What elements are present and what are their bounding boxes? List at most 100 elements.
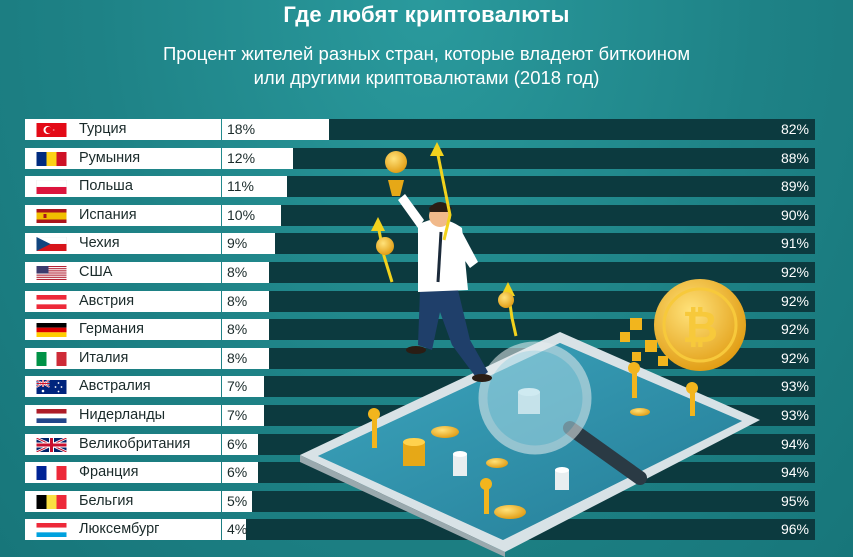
bar-owned (222, 462, 258, 484)
flag-icon (36, 266, 67, 280)
bar-owned (222, 119, 329, 140)
owned-percent-label: 6% (227, 435, 248, 452)
not-owned-percent-label: 82% (780, 121, 809, 137)
country-label: Испания (79, 206, 137, 223)
owned-percent-label: 11% (227, 178, 254, 195)
bar-owned (222, 319, 270, 341)
bar-remaining (222, 290, 815, 312)
flag-icon (36, 351, 67, 366)
subtitle-line-1: Процент жителей разных стран, которые вл… (162, 43, 691, 64)
bar-remaining (222, 233, 815, 255)
country-label: Нидерланды (79, 407, 166, 423)
bar-remaining (222, 433, 815, 455)
bar-row: Германия 8% 92% (25, 319, 815, 341)
bar-row: Чехия 9% 91% (25, 233, 815, 255)
subtitle-line-2: или другими криптовалютами (2018 год) (253, 67, 600, 88)
country-label: Италия (79, 349, 129, 366)
bar-row: Австралия 7% 93% (25, 376, 815, 398)
owned-percent-label: 8% (227, 264, 248, 280)
chart-title: Где любят криптовалюты (283, 2, 570, 27)
not-owned-percent-label: 92% (780, 264, 809, 280)
not-owned-percent-label: 92% (780, 349, 809, 366)
bar-owned (222, 204, 282, 226)
flag-icon (36, 151, 67, 166)
flag-icon (36, 180, 67, 195)
bar-remaining (222, 204, 815, 226)
flag-icon (36, 379, 67, 395)
country-label-background (25, 119, 221, 140)
flag-icon (36, 409, 67, 423)
country-label: Франция (79, 464, 139, 481)
owned-percent-label: 5% (227, 492, 248, 509)
bar-row: Великобритания 6% 94% (25, 433, 815, 455)
bar-owned (222, 262, 270, 283)
country-label: Турция (79, 121, 127, 137)
owned-percent-label: 7% (227, 407, 248, 423)
owned-percent-label: 18% (227, 121, 256, 137)
not-owned-percent-label: 94% (780, 435, 809, 452)
country-label-background (25, 376, 221, 398)
country-label-background (25, 233, 221, 255)
country-label: Чехия (79, 235, 120, 252)
not-owned-percent-label: 89% (780, 178, 809, 195)
flag-icon (36, 323, 67, 338)
country-label: Австрия (79, 292, 135, 309)
bar-remaining (222, 176, 815, 198)
owned-percent-label: 9% (227, 235, 248, 252)
bar-remaining (222, 347, 815, 369)
owned-percent-label: 10% (227, 206, 256, 223)
country-label: Австралия (79, 378, 151, 395)
flag-icon (36, 123, 67, 137)
not-owned-percent-label: 93% (780, 407, 809, 423)
flag-icon (36, 466, 67, 481)
bar-row: Бельгия 5% 95% (25, 490, 815, 512)
bar-owned (222, 233, 276, 255)
bar-row: Италия 8% 92% (25, 347, 815, 369)
country-label: Германия (79, 321, 145, 338)
bar-row: Румыния 12% 88% (25, 147, 815, 169)
bar-owned (222, 176, 288, 198)
bar-owned (222, 347, 270, 369)
country-label-background (25, 490, 221, 512)
bar-remaining (222, 119, 815, 140)
country-label: Румыния (79, 149, 141, 166)
flag-icon (35, 436, 68, 453)
not-owned-percent-label: 92% (780, 292, 809, 309)
bar-remaining (222, 405, 815, 426)
bar-row: Турция 18% 82% (25, 119, 815, 140)
country-label-background (25, 262, 221, 283)
country-label-background (25, 462, 221, 484)
bar-remaining (222, 519, 815, 541)
flag-icon (36, 523, 67, 538)
not-owned-percent-label: 90% (780, 206, 809, 223)
bar-owned (222, 405, 264, 426)
bar-remaining (222, 490, 815, 512)
flag-icon (36, 294, 67, 309)
owned-percent-label: 12% (227, 149, 256, 166)
bar-row: Люксембург 4% 96% (25, 519, 815, 541)
not-owned-percent-label: 92% (780, 321, 809, 338)
country-label-background (25, 433, 221, 455)
bar-owned (222, 376, 264, 398)
bar-owned (222, 490, 252, 512)
bar-remaining (222, 462, 815, 484)
flag-icon (36, 494, 67, 509)
country-label-background (25, 176, 221, 198)
not-owned-percent-label: 94% (780, 464, 809, 481)
bar-owned (222, 519, 246, 541)
not-owned-percent-label: 96% (780, 521, 809, 538)
owned-percent-label: 8% (227, 321, 248, 338)
country-label-background (25, 405, 221, 426)
country-label: Великобритания (79, 435, 191, 452)
bar-remaining (222, 319, 815, 341)
country-label-background (25, 204, 221, 226)
bar-remaining (222, 376, 815, 398)
flag-icon (36, 237, 67, 252)
owned-percent-label: 8% (227, 292, 248, 309)
owned-percent-label: 4% (227, 521, 248, 538)
bar-owned (222, 290, 270, 312)
bar-remaining (222, 262, 815, 283)
not-owned-percent-label: 95% (780, 492, 809, 509)
owned-percent-label: 7% (227, 378, 248, 395)
